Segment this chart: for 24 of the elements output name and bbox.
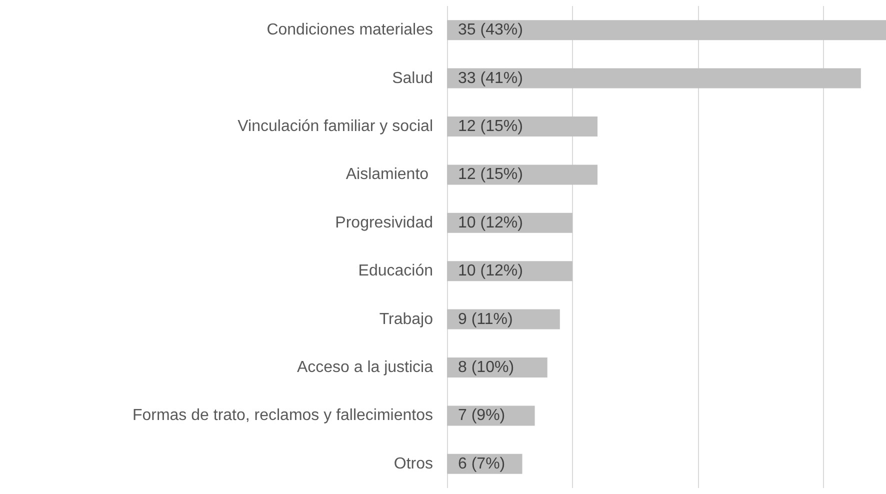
- data-label: 10 (12%): [458, 262, 523, 280]
- y-tick-label: Progresividad: [335, 214, 433, 232]
- data-label: 10 (12%): [458, 214, 523, 232]
- y-tick-label: Aislamiento: [346, 166, 433, 184]
- data-label: 9 (11%): [458, 310, 513, 328]
- data-label: 12 (15%): [458, 118, 523, 135]
- y-tick-label: Condiciones materiales: [266, 22, 433, 39]
- bar: [447, 164, 598, 185]
- bar: [447, 68, 861, 88]
- y-tick-label: Salud: [392, 70, 433, 87]
- bar: [447, 116, 598, 136]
- bar: [447, 20, 886, 40]
- y-tick-label: Vinculación familiar y social: [238, 118, 433, 135]
- y-tick-label: Acceso a la justicia: [296, 359, 434, 376]
- data-label: 35 (43%): [458, 22, 523, 39]
- y-tick-label: Trabajo: [379, 310, 434, 328]
- y-tick-label: Formas de trato, reclamos y fallecimientos: [132, 407, 433, 424]
- data-label: 8 (10%): [458, 359, 514, 376]
- y-tick-label: Otros: [394, 455, 433, 472]
- data-label: 6 (7%): [458, 455, 506, 472]
- y-tick-label: Educación: [358, 262, 433, 280]
- data-label: 7 (9%): [458, 407, 506, 424]
- data-label: 33 (41%): [458, 70, 523, 87]
- data-label: 12 (15%): [458, 166, 523, 184]
